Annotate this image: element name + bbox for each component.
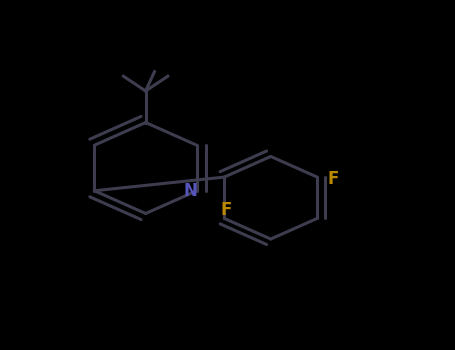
Text: N: N: [183, 182, 197, 200]
Text: F: F: [221, 201, 232, 219]
Text: F: F: [328, 170, 339, 188]
